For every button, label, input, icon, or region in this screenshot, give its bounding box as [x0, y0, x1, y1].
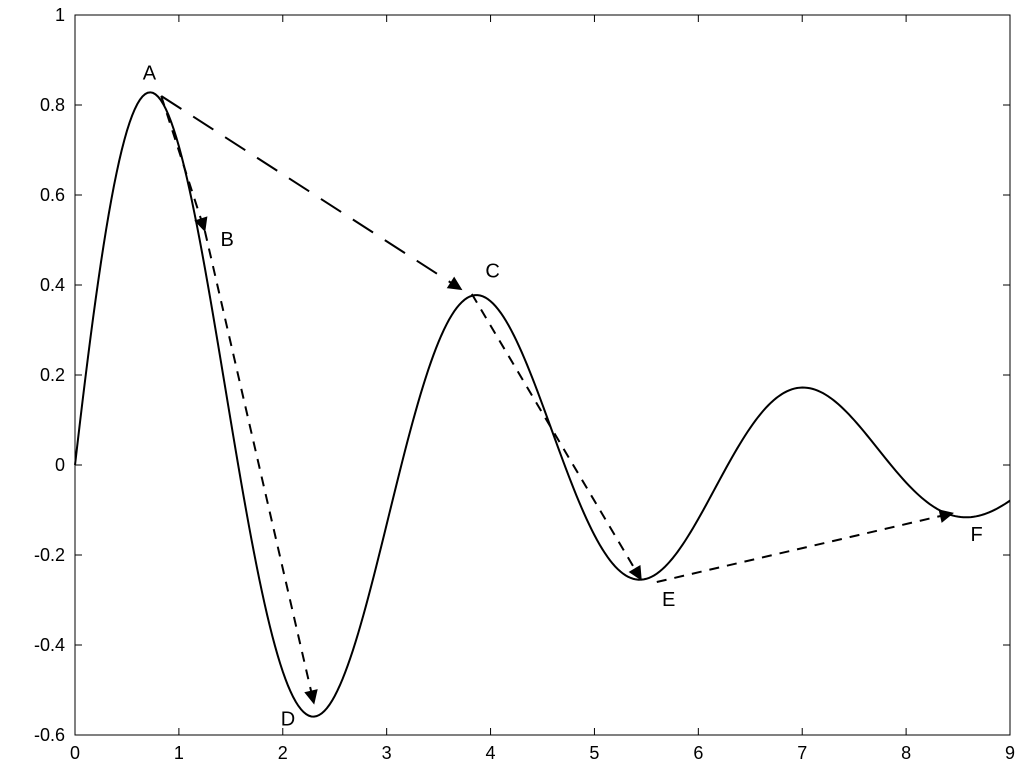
point-label-F: F — [971, 524, 983, 546]
x-tick-label: 5 — [589, 743, 599, 763]
y-tick-label: 0.6 — [40, 185, 65, 205]
y-tick-label: 0.2 — [40, 365, 65, 385]
y-tick-label: 0.8 — [40, 95, 65, 115]
chart-container: 0 1 2 3 4 5 6 7 8 9 -0.6 -0.4 -0.2 0 0.2 0.4 0.6 0.8 1 A B C D… — [0, 0, 1022, 767]
point-label-C: C — [485, 261, 499, 283]
point-label-D: D — [281, 708, 295, 730]
x-tick-label: 2 — [278, 743, 288, 763]
x-tick-label: 4 — [486, 743, 496, 763]
x-tick-label: 1 — [174, 743, 184, 763]
x-tick-label: 8 — [901, 743, 911, 763]
point-label-A: A — [143, 63, 157, 85]
point-label-E: E — [662, 589, 675, 611]
x-tick-label: 6 — [693, 743, 703, 763]
x-tick-label: 9 — [1005, 743, 1015, 763]
y-tick-label: 0.4 — [40, 275, 65, 295]
x-tick-label: 0 — [70, 743, 80, 763]
line-chart: 0 1 2 3 4 5 6 7 8 9 -0.6 -0.4 -0.2 0 0.2 0.4 0.6 0.8 1 A B C D… — [0, 0, 1022, 767]
y-tick-label: -0.4 — [34, 635, 65, 655]
x-tick-label: 7 — [797, 743, 807, 763]
x-tick-label: 3 — [382, 743, 392, 763]
point-label-B: B — [220, 229, 233, 251]
y-tick-label: 1 — [55, 5, 65, 25]
y-tick-label: 0 — [55, 455, 65, 475]
y-tick-label: -0.6 — [34, 725, 65, 745]
y-tick-label: -0.2 — [34, 545, 65, 565]
